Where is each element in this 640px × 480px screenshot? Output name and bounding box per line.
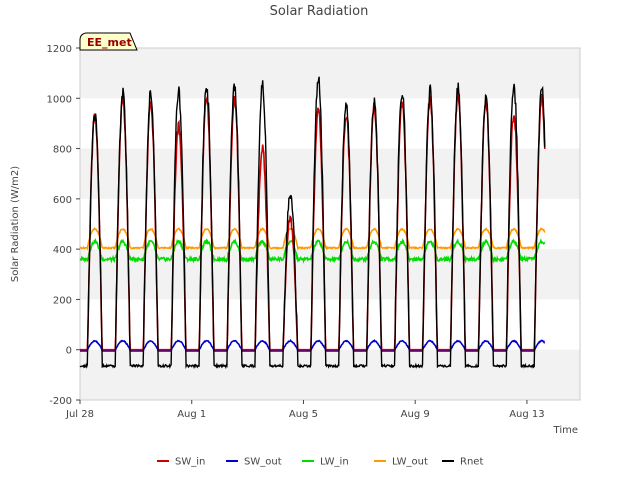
- legend: SW_in SW_out LW_in LW_out Rnet: [157, 457, 483, 468]
- chart-title: Solar Radiation: [270, 4, 369, 19]
- x-axis: Jul 28 Aug 1 Aug 5 Aug 9 Aug 13: [65, 400, 545, 420]
- legend-label: LW_in: [320, 457, 349, 468]
- station-badge-label: EE_met: [87, 36, 132, 49]
- series-line-rnet: [79, 76, 546, 370]
- x-tick-label: Aug 9: [401, 409, 430, 420]
- y-axis: -200 0 200 400 600 800 1000 1200: [47, 44, 80, 407]
- x-tick-label: Aug 5: [289, 409, 318, 420]
- x-axis-label: Time: [553, 425, 578, 436]
- grid-band: [80, 48, 580, 99]
- y-tick-label: 0: [66, 346, 72, 357]
- grid-band: [80, 349, 580, 400]
- legend-label: SW_out: [244, 457, 282, 468]
- grid-band: [80, 148, 580, 199]
- y-tick-label: 800: [53, 145, 72, 156]
- station-badge: EE_met: [79, 32, 138, 51]
- y-axis-label: Solar Radiation (W/m2): [10, 166, 21, 282]
- y-tick-label: 1000: [47, 94, 72, 105]
- y-tick-label: 1200: [47, 44, 72, 55]
- y-tick-label: 400: [53, 245, 72, 256]
- grid-band: [80, 249, 580, 300]
- series-layer: [79, 76, 546, 370]
- plot-frame: [79, 47, 581, 401]
- x-tick-label: Aug 1: [177, 409, 206, 420]
- y-tick-label: -200: [49, 396, 72, 407]
- legend-label: SW_in: [175, 457, 205, 468]
- y-tick-label: 200: [53, 295, 72, 306]
- legend-label: Rnet: [460, 457, 483, 468]
- x-tick-label: Aug 13: [509, 409, 544, 420]
- x-tick-label: Jul 28: [65, 409, 94, 420]
- legend-label: LW_out: [392, 457, 428, 468]
- y-tick-label: 600: [53, 195, 72, 206]
